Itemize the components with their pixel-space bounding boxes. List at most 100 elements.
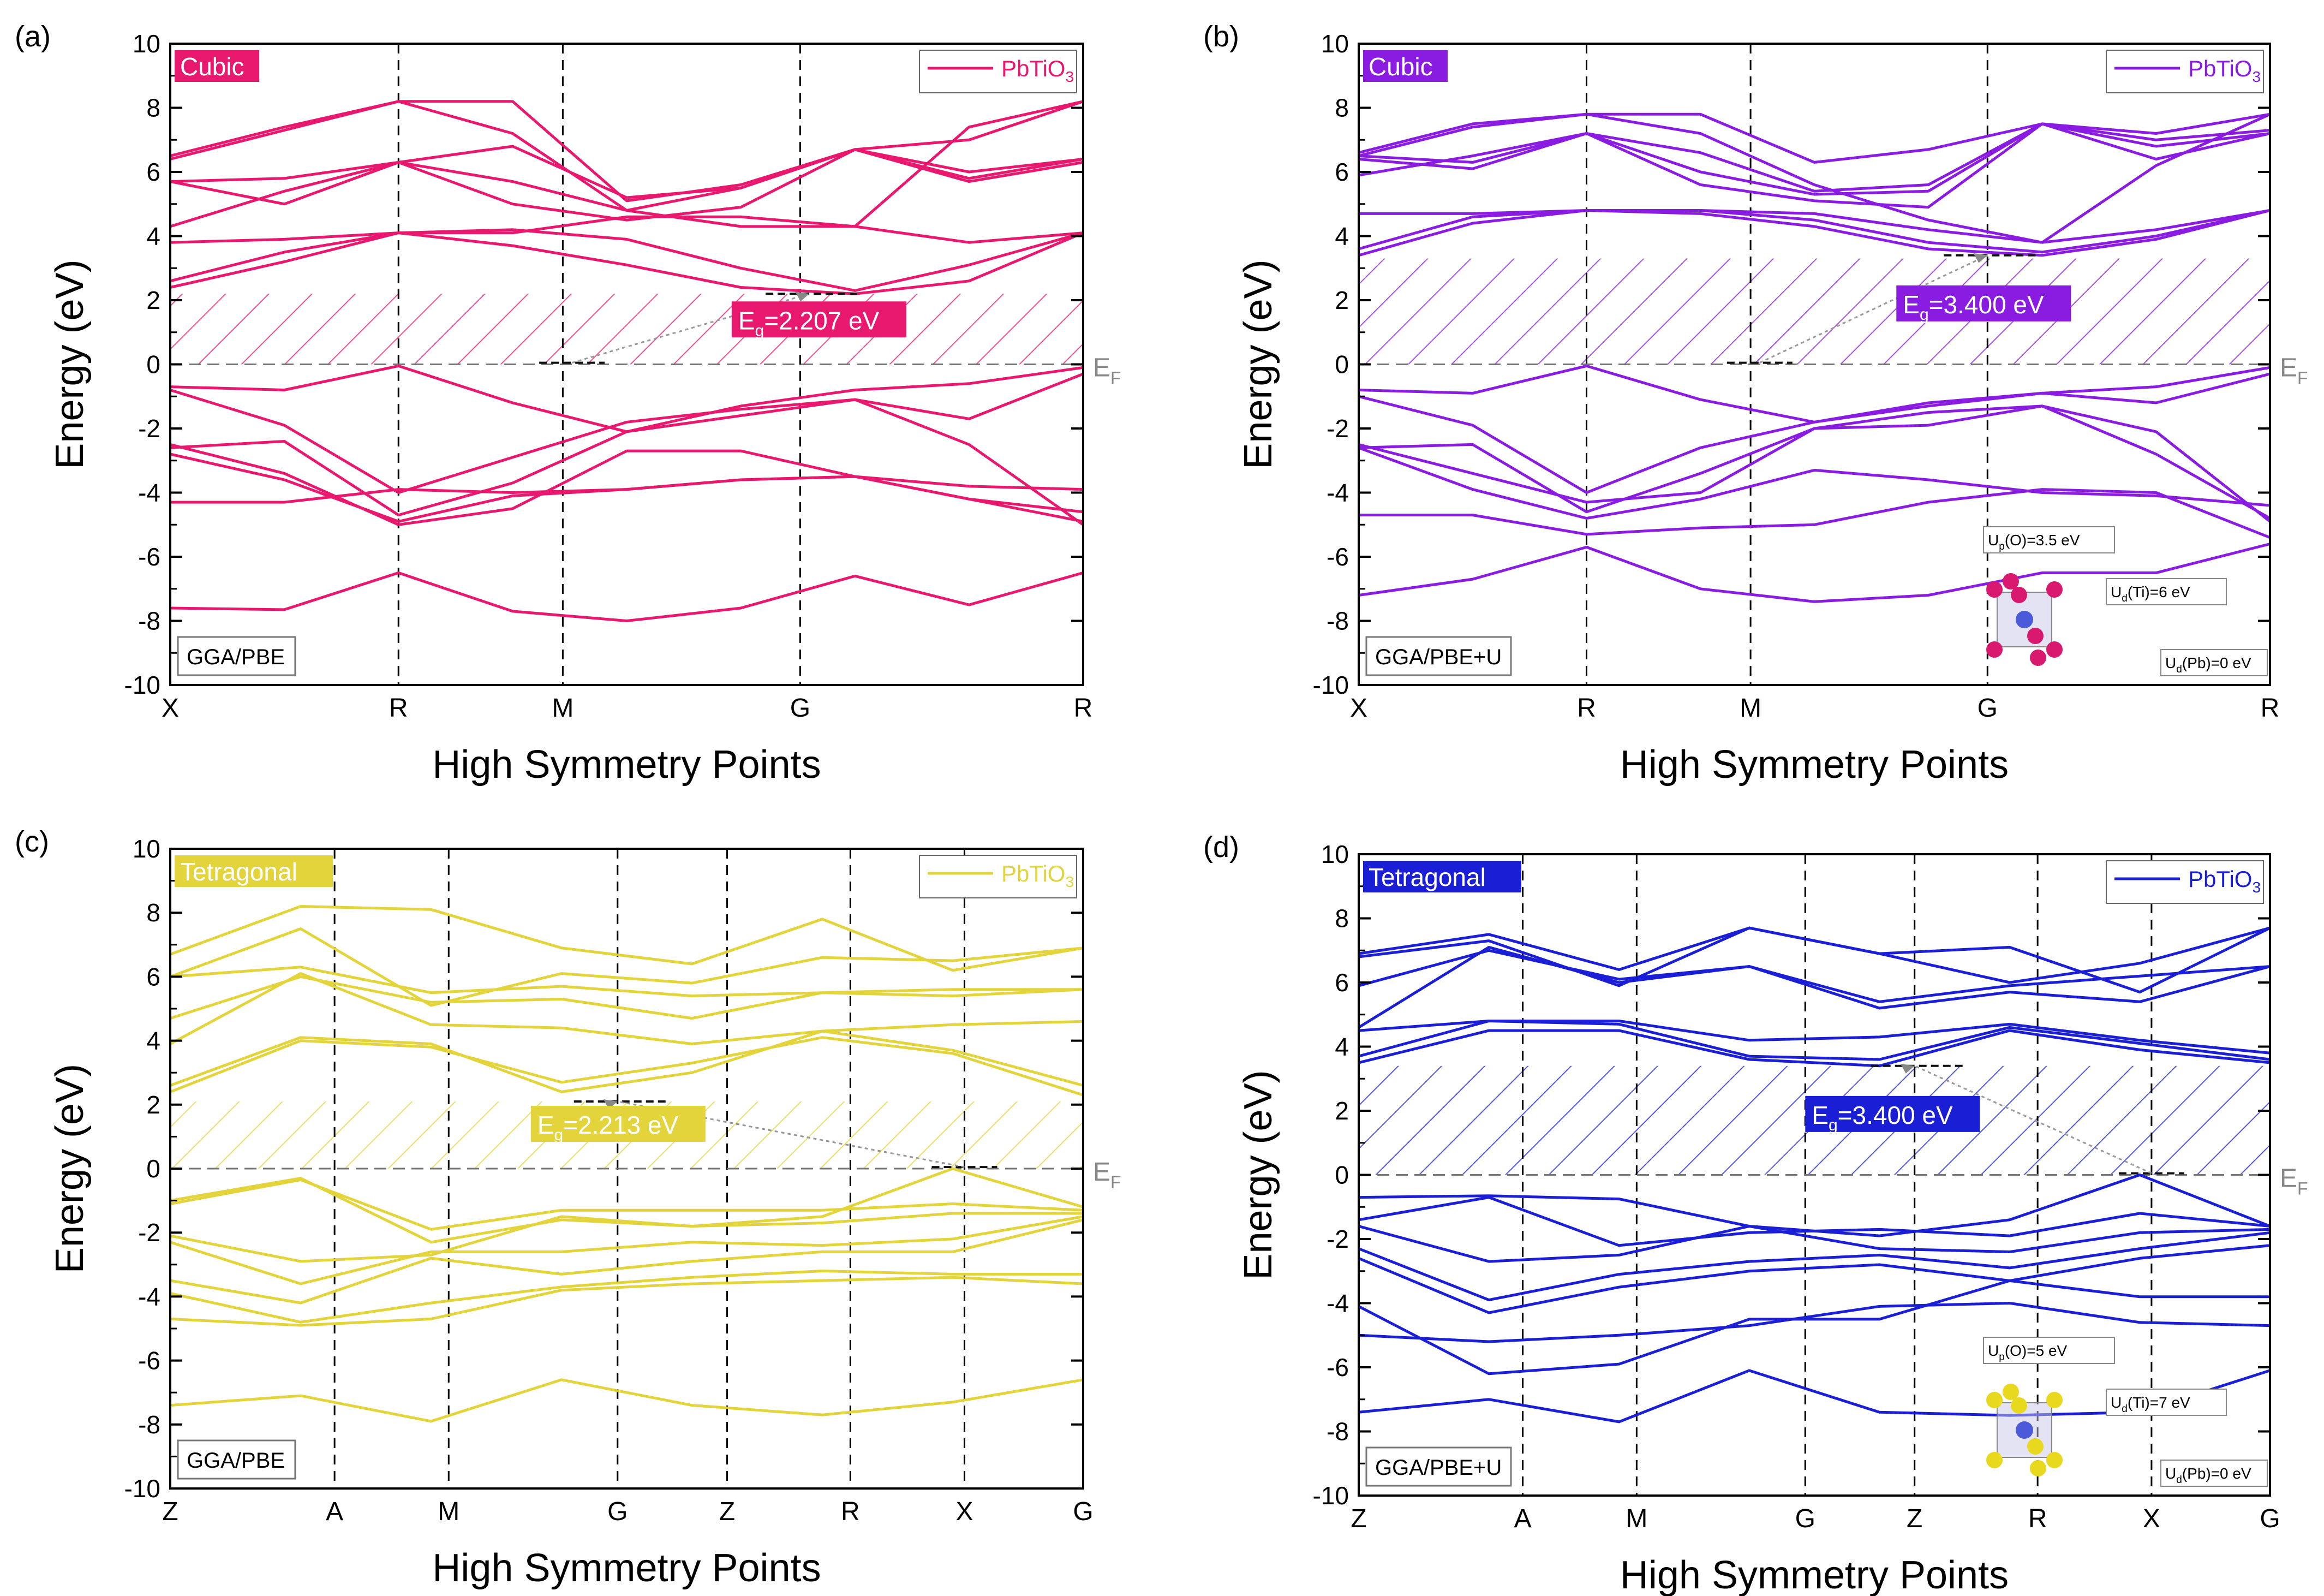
y-tick-label: -8 — [138, 1410, 160, 1439]
panel-1: 10 8 6 4 2 0 -2 -4 -6 -8 -10X R M G R High Symmetry Poi… — [1203, 20, 2308, 787]
method-label: GGA/PBE+U — [1375, 1456, 1502, 1480]
band-line — [1358, 1244, 2271, 1314]
y-tick-label: 10 — [1321, 29, 1349, 58]
band-line — [170, 145, 1084, 199]
inset-ud-pb-label-box — [2160, 1460, 2268, 1487]
band-line — [170, 100, 1084, 228]
phase-label: Tetragonal — [1369, 863, 1486, 891]
y-axis-label: Energy (eV) — [1236, 1070, 1280, 1279]
k-point-label: R — [2261, 694, 2280, 723]
method-box — [1365, 636, 1512, 676]
k-point-label: X — [956, 1497, 973, 1526]
phase-badge — [175, 855, 333, 887]
band-line — [1358, 112, 2271, 244]
y-tick-label: -2 — [138, 1218, 160, 1247]
x-axis-label: High Symmetry Points — [1620, 1553, 2009, 1596]
band-line — [1358, 404, 2271, 523]
k-point-label: Z — [719, 1497, 735, 1526]
legend: PbTiO3 — [919, 855, 1077, 898]
y-tick-label: 4 — [146, 1027, 160, 1055]
band-line — [170, 148, 1084, 228]
inset-ud-ti-label: Ud(Ti)=7 eV — [2111, 1394, 2190, 1415]
hubbard-inset: Up(O)=5 eV Ud(Ti)=7 eV Ud(Pb)=0 eV — [1983, 1337, 2268, 1487]
band-line — [170, 1036, 1084, 1097]
k-point-label: X — [1350, 694, 1367, 723]
inset-up-label: Up(O)=3.5 eV — [1988, 532, 2080, 552]
y-tick-label: 6 — [146, 158, 160, 186]
inset-up-label-box — [1983, 526, 2115, 553]
y-tick-label: 4 — [146, 222, 160, 251]
legend-box — [2106, 860, 2264, 904]
y-tick-label: -6 — [1327, 543, 1349, 571]
method-label: GGA/PBE — [187, 1449, 285, 1473]
atom — [2046, 1392, 2063, 1408]
legend-box — [919, 50, 1077, 93]
hubbard-inset: Up(O)=3.5 eV Ud(Ti)=6 eV Ud(Pb)=0 eV — [1983, 526, 2268, 676]
gap-label: Eg=3.400 eV — [1812, 1101, 1953, 1134]
band-line — [1358, 122, 2271, 193]
band-line — [1358, 949, 2271, 1003]
atom — [2030, 650, 2046, 666]
k-point-label: M — [552, 694, 573, 723]
y-axis-label: Energy (eV) — [48, 259, 92, 469]
phase-badge — [1363, 50, 1448, 82]
band-line — [1358, 209, 2271, 257]
band-line — [1358, 122, 2271, 196]
atom — [2011, 1397, 2027, 1414]
band-line — [170, 100, 1084, 203]
inset-up-label: Up(O)=5 eV — [1988, 1342, 2068, 1363]
legend: PbTiO3 — [2106, 860, 2264, 904]
method-label: GGA/PBE+U — [1375, 645, 1502, 669]
band-line — [170, 1276, 1084, 1327]
band-line — [170, 1378, 1084, 1423]
k-point-label: G — [1073, 1497, 1093, 1526]
gap-arrow — [1759, 254, 1988, 364]
band-line — [170, 975, 1084, 1020]
y-tick-label: -10 — [1313, 1481, 1349, 1510]
band-line — [1358, 122, 2271, 209]
atom — [2027, 1438, 2044, 1455]
phase-badge — [175, 50, 259, 82]
ti-atom — [2016, 611, 2033, 628]
gap-label: Eg=2.213 eV — [537, 1111, 679, 1144]
phase-label: Cubic — [1369, 52, 1433, 81]
band-line — [1358, 446, 2271, 520]
atom — [2003, 573, 2019, 589]
band-line — [1358, 926, 2271, 994]
y-tick-label: -6 — [138, 1347, 160, 1375]
band-line — [170, 905, 1084, 972]
fermi-label: EF — [1093, 354, 1121, 388]
y-tick-label: -8 — [1327, 1418, 1349, 1446]
ti-atom — [2016, 1421, 2033, 1439]
k-point-label: M — [1740, 694, 1761, 723]
band-line — [170, 228, 1084, 292]
gap-label: Eg=2.207 eV — [738, 306, 880, 340]
k-point-label: A — [1514, 1504, 1532, 1533]
band-line — [1358, 209, 2271, 254]
y-tick-label: -4 — [138, 479, 160, 507]
y-tick-label: 8 — [1335, 94, 1349, 122]
band-line — [1358, 1020, 2271, 1055]
y-axis-label: Energy (eV) — [48, 1064, 92, 1273]
k-point-label: M — [438, 1497, 459, 1526]
panel-0: 10 8 6 4 2 0 -2 -4 -6 -8 -10X R M G R High Symmetry Poi… — [15, 20, 1121, 787]
y-tick-label: -10 — [124, 1474, 160, 1503]
y-tick-label: -6 — [1327, 1353, 1349, 1381]
atom — [2046, 1452, 2063, 1468]
y-tick-label: 6 — [146, 962, 160, 991]
gap-label-box — [1805, 1095, 1980, 1132]
band-line — [170, 1270, 1083, 1324]
y-tick-label: 4 — [1335, 222, 1349, 251]
band-line — [170, 452, 1084, 523]
y-tick-label: 8 — [146, 898, 160, 927]
band-line — [1358, 364, 2271, 424]
y-tick-label: -10 — [124, 671, 160, 699]
k-point-label: R — [1074, 694, 1093, 723]
y-tick-label: 10 — [133, 835, 160, 863]
k-point-label: Z — [162, 1497, 178, 1526]
band-line — [1358, 1231, 2271, 1302]
atom — [1986, 1392, 2003, 1408]
y-tick-label: 8 — [146, 94, 160, 122]
